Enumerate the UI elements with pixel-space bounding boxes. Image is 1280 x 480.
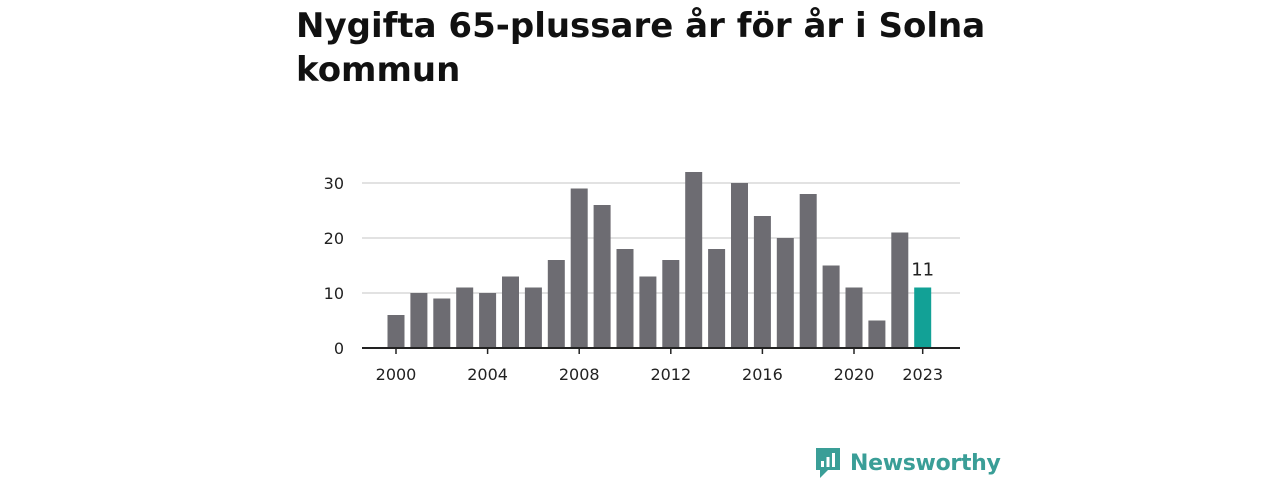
y-axis-ticks: 0 10 20 30 [324, 174, 344, 358]
newsworthy-logo-icon [816, 448, 840, 478]
bar [616, 249, 634, 348]
x-tick-label: 2000 [376, 365, 417, 384]
y-tick-label: 30 [324, 174, 344, 193]
bar [524, 287, 542, 348]
bar [662, 260, 680, 348]
brand-name: Newsworthy [850, 450, 1001, 476]
bar [685, 172, 703, 348]
newsworthy-brand: Newsworthy [814, 446, 1001, 480]
bar [479, 293, 497, 348]
x-tick-label: 2008 [559, 365, 600, 384]
bar [433, 298, 451, 348]
chart-title: Nygifta 65-plussare år för år i Solna ko… [296, 6, 986, 90]
grid-lines [362, 182, 960, 294]
x-tick-label: 2004 [467, 365, 508, 384]
bar [868, 320, 886, 348]
bar [387, 315, 405, 348]
bar [799, 194, 817, 348]
x-tick-label: 2012 [650, 365, 691, 384]
bar [593, 205, 611, 348]
bar [891, 232, 909, 348]
y-tick-label: 0 [334, 339, 344, 358]
x-tick-label: 2016 [742, 365, 783, 384]
data-labels: 11 [911, 260, 934, 281]
bar [547, 260, 565, 348]
x-tick-label: 2023 [902, 365, 943, 384]
bar [753, 216, 771, 348]
bar [731, 183, 748, 348]
bar [708, 249, 726, 348]
y-tick-label: 10 [324, 284, 344, 303]
x-tick-label: 2020 [834, 365, 875, 384]
bar [456, 287, 474, 348]
bar [639, 276, 657, 348]
bar [845, 287, 863, 348]
bar [776, 238, 794, 348]
x-axis-ticks: 2000 2004 2008 2012 2016 2020 2023 [376, 348, 943, 384]
bar [502, 276, 519, 348]
bars [387, 172, 932, 348]
bar [822, 265, 840, 348]
y-tick-label: 20 [324, 229, 344, 248]
bar-highlighted [914, 287, 932, 348]
bar [410, 293, 428, 348]
highlight-data-label: 11 [911, 260, 934, 281]
bar [570, 188, 588, 348]
